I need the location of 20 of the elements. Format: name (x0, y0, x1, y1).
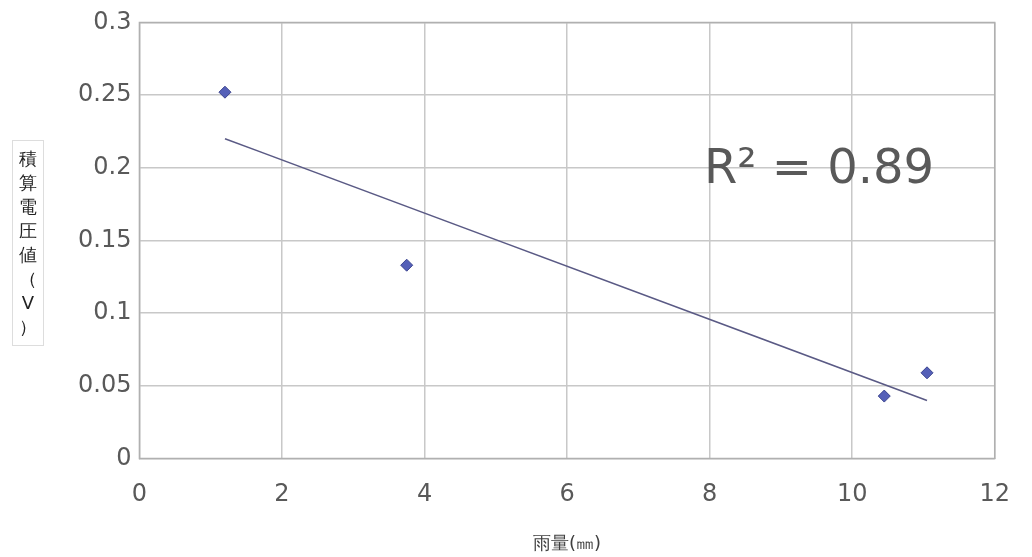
x-tick-label: 10 (836, 479, 868, 508)
point (877, 389, 891, 403)
x-tick-label: 4 (416, 479, 433, 508)
annotation: R² = 0.89 (703, 138, 935, 195)
x-tick-label: 12 (979, 479, 1010, 508)
point (218, 85, 232, 99)
y-tick-label: 0.25 (78, 79, 132, 108)
y-tick-label: 0.15 (78, 224, 132, 253)
y-tick-label: 0.2 (93, 152, 132, 181)
y-tick-label: 0.1 (93, 297, 132, 326)
y-tick-label: 0.05 (78, 370, 132, 399)
point (920, 366, 934, 380)
x-tick-label: 8 (701, 479, 718, 508)
y-axis-title: 積算電圧値（V） (18, 147, 38, 339)
x-tick-label: 2 (274, 479, 290, 508)
x-tick-label: 6 (559, 479, 575, 508)
y-tick-label: 0 (116, 442, 132, 471)
x-axis-title: 雨量(㎜) (533, 531, 602, 553)
y-tick-label: 0.3 (93, 6, 132, 35)
point (400, 258, 414, 272)
